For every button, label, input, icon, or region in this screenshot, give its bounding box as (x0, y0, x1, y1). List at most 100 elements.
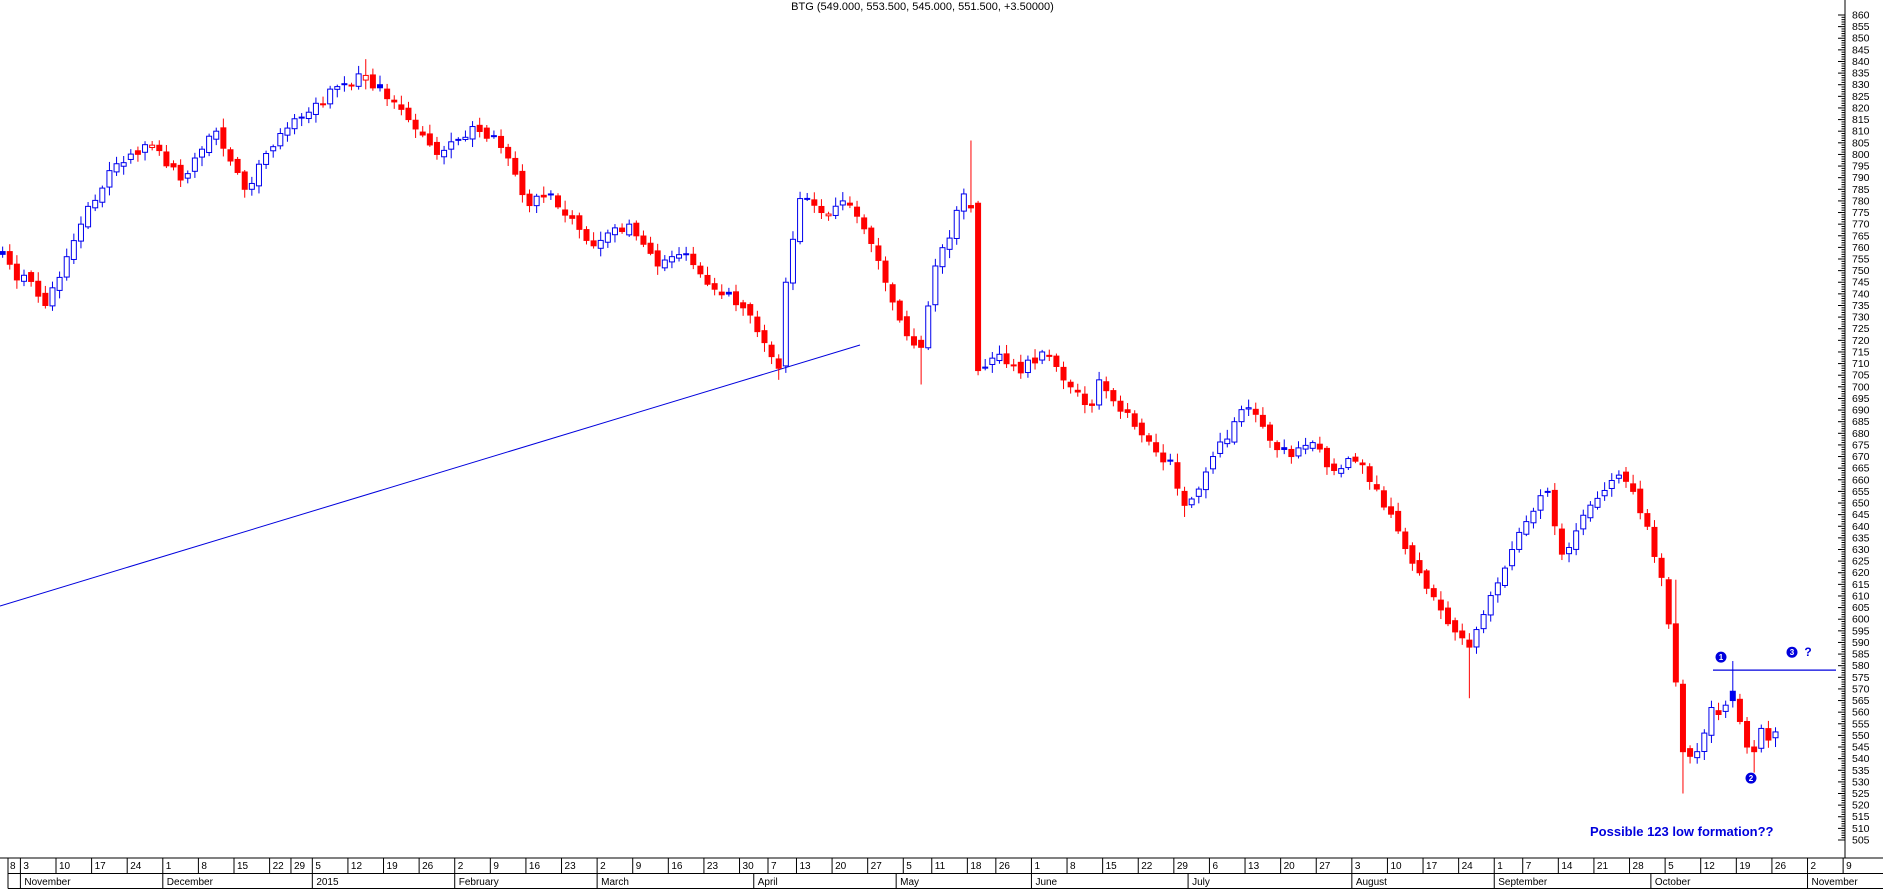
y-axis-label: 835 (1852, 68, 1870, 80)
candle-body (868, 227, 875, 244)
y-axis-label: 850 (1852, 33, 1870, 45)
week-label: 8 (10, 861, 16, 872)
candle-body (149, 144, 156, 149)
trendline[interactable] (0, 344, 861, 607)
candle-body (1117, 400, 1124, 412)
y-axis-label: 860 (1852, 10, 1870, 22)
candle-body (391, 99, 398, 103)
y-axis-label: 550 (1852, 730, 1870, 742)
pivot-marker-2[interactable] (1745, 772, 1757, 784)
candle-body (697, 265, 704, 275)
y-axis-label: 800 (1852, 149, 1870, 161)
candle-body (63, 256, 70, 278)
candle-body (448, 141, 455, 150)
y-axis-label: 585 (1852, 649, 1870, 661)
y-axis-label: 675 (1852, 439, 1870, 451)
week-label: 8 (201, 861, 207, 872)
candle-body (1188, 498, 1195, 506)
y-axis-label: 580 (1852, 660, 1870, 672)
candle-body (1352, 456, 1359, 462)
candle-body (426, 133, 433, 146)
y-axis-label: 535 (1852, 765, 1870, 777)
candle-body (1124, 409, 1131, 413)
candle-body (1274, 442, 1281, 451)
candle-body (85, 205, 92, 228)
week-label: 9 (493, 861, 499, 872)
candle-body (540, 194, 547, 198)
candle-body (1480, 614, 1487, 630)
y-axis-label: 830 (1852, 79, 1870, 91)
trendline-drawing[interactable] (0, 344, 861, 607)
candle-body (519, 170, 526, 196)
candle-body (1003, 353, 1010, 365)
candle-body (761, 330, 768, 344)
y-axis-label: 660 (1852, 474, 1870, 486)
week-label: 9 (636, 861, 642, 872)
y-axis-label: 720 (1852, 335, 1870, 347)
analyst-note[interactable]: Possible 123 low formation?? (1590, 824, 1774, 839)
week-label: 26 (1775, 861, 1787, 872)
candle-body (1267, 424, 1273, 441)
y-axis-label: 670 (1852, 451, 1870, 463)
candle-body (1024, 359, 1031, 374)
pivot-marker-1[interactable] (1715, 651, 1727, 663)
y-axis-label: 515 (1852, 811, 1870, 823)
y-axis-label: 825 (1852, 91, 1870, 103)
candle-body (1722, 704, 1729, 712)
candle-body (369, 74, 376, 89)
y-axis-label: 655 (1852, 486, 1870, 498)
candle-body (348, 84, 355, 87)
candle-body (583, 229, 590, 241)
candle-body (1323, 447, 1330, 468)
candle-body (1701, 732, 1708, 752)
month-label: June (1035, 877, 1057, 888)
candle-body (1509, 549, 1516, 567)
week-label: 22 (1141, 861, 1153, 872)
week-label: 12 (351, 861, 363, 872)
week-label: 26 (422, 861, 434, 872)
analyst-note-text[interactable]: Possible 123 low formation?? (1590, 824, 1774, 839)
y-axis-label: 560 (1852, 707, 1870, 719)
candle-body (797, 198, 804, 243)
candle-body (213, 130, 220, 140)
candle-body (1430, 588, 1437, 598)
candle-body (505, 146, 512, 159)
candle-body (1331, 463, 1338, 471)
candle-body (932, 265, 939, 306)
candle-body (0, 251, 6, 255)
month-label: December (167, 877, 214, 888)
y-axis-label: 630 (1852, 544, 1870, 556)
candle-body (1736, 698, 1743, 722)
week-label: 7 (1526, 861, 1532, 872)
candle-body (982, 366, 989, 369)
candle-body (547, 193, 554, 196)
week-label: 2 (1811, 861, 1817, 872)
candle-body (1181, 490, 1188, 506)
pivot-marker-3[interactable] (1786, 646, 1798, 658)
candle-body (1081, 393, 1088, 406)
week-label: 24 (130, 861, 142, 872)
week-label: 20 (1284, 861, 1296, 872)
candle-body (1053, 355, 1060, 367)
candle-body (419, 131, 426, 136)
y-axis-label: 575 (1852, 672, 1870, 684)
candle-body (1138, 422, 1145, 436)
week-label: 15 (1106, 861, 1118, 872)
y-axis-label: 595 (1852, 625, 1870, 637)
candle-body (1174, 462, 1181, 489)
candle-body (1744, 721, 1751, 748)
candle-body (248, 182, 255, 190)
candle-body (1395, 510, 1402, 532)
candle-body (1587, 504, 1594, 519)
candle-body (604, 232, 611, 243)
candle-body (1601, 489, 1608, 497)
candle-body (747, 304, 754, 316)
candle-body (483, 127, 490, 139)
chart-annotations[interactable]: 1 2 3? (1715, 645, 1812, 784)
week-label: 27 (1319, 861, 1331, 872)
candle-body (498, 135, 505, 148)
candle-body (839, 200, 846, 206)
candle-body (1210, 456, 1217, 470)
